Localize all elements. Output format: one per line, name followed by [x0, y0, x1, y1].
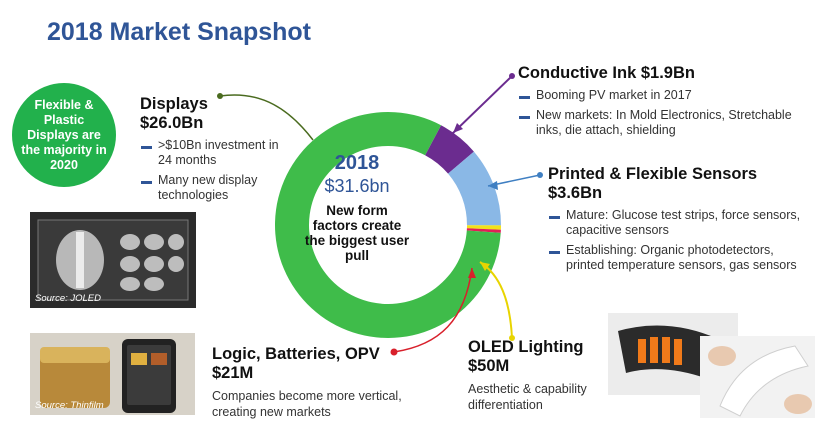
conductive-ink-bullet-2: New markets: In Mold Electronics, Stretc… — [518, 108, 798, 138]
conductive-ink-name: Conductive Ink $1.9Bn — [518, 64, 695, 82]
xray-photo-image — [30, 212, 196, 308]
oled-connector-arrow — [480, 262, 490, 271]
sensors-value: $3.6Bn — [548, 184, 603, 202]
logic-connector-dot — [390, 348, 398, 356]
sensors-name: Printed & Flexible Sensors — [548, 165, 758, 183]
logic-connector — [393, 267, 473, 353]
center-total: $31.6bn — [324, 176, 390, 196]
ink-connector — [452, 75, 513, 134]
oled-lamp-image — [608, 313, 738, 395]
ink-connector-dot — [509, 73, 515, 79]
cosmetic-photo-source: Source: Thinfilm — [35, 400, 104, 411]
page-title: 2018 Market Snapshot — [47, 18, 311, 46]
slice-oled-lighting — [466, 225, 501, 230]
displays-bullet-2: Many new display technologies — [140, 173, 290, 203]
oled-sheet-photo — [700, 336, 815, 418]
logic-name: Logic, Batteries, OPV — [212, 345, 380, 363]
conductive-ink-callout: Conductive Ink $1.9Bn Booming PV market … — [518, 64, 798, 138]
displays-connector-dot — [217, 93, 223, 99]
oled-connector-dot — [509, 335, 515, 341]
logic-value: $21M — [212, 364, 254, 382]
slice-printed-flexible-sensors — [448, 151, 501, 226]
oled-name: OLED Lighting — [468, 338, 584, 356]
ink-connector-arrow — [453, 123, 463, 133]
oled-callout: OLED Lighting $50M Aesthetic & capabilit… — [468, 338, 608, 413]
donut-center: 2018 $31.6bn New form factors create the… — [302, 152, 412, 263]
cosmetic-photo-image — [30, 333, 195, 415]
slice-displays — [275, 111, 501, 338]
displays-name: Displays — [140, 95, 208, 113]
sensors-connector-arrow — [488, 181, 498, 190]
displays-connector — [219, 94, 314, 141]
logic-text: Companies become more vertical, creating… — [212, 389, 402, 419]
sensors-bullet-2: Establishing: Organic photodetectors, pr… — [548, 243, 810, 273]
displays-bullet-1: >$10Bn investment in 24 months — [140, 138, 290, 168]
oled-value: $50M — [468, 357, 510, 375]
conductive-ink-bullet-1: Booming PV market in 2017 — [518, 88, 798, 103]
xray-display-photo: Source: JOLED — [30, 212, 196, 308]
slice-logic-batteries-opv — [466, 228, 501, 233]
displays-callout: Displays $26.0Bn >$10Bn investment in 24… — [140, 95, 290, 203]
center-description: New form factors create the biggest user… — [304, 203, 410, 263]
sensors-connector-dot — [537, 172, 543, 178]
cosmetic-product-photo: Source: Thinfilm — [30, 333, 195, 415]
badge-text: Flexible & Plastic Displays are the majo… — [21, 97, 107, 172]
oled-text: Aesthetic & capability differentiation — [468, 382, 587, 412]
logic-callout: Logic, Batteries, OPV $21M Companies bec… — [212, 345, 402, 420]
logic-connector-arrow — [468, 268, 476, 278]
slice-conductive-ink — [425, 125, 474, 174]
sensors-callout: Printed & Flexible Sensors $3.6Bn Mature… — [548, 165, 810, 273]
center-year: 2018 — [334, 152, 380, 174]
xray-photo-source: Source: JOLED — [35, 293, 101, 304]
displays-value: $26.0Bn — [140, 114, 204, 132]
oled-sheet-image — [700, 336, 815, 418]
sensors-bullet-1: Mature: Glucose test strips, force senso… — [548, 208, 810, 238]
flexible-displays-badge: Flexible & Plastic Displays are the majo… — [12, 83, 116, 187]
